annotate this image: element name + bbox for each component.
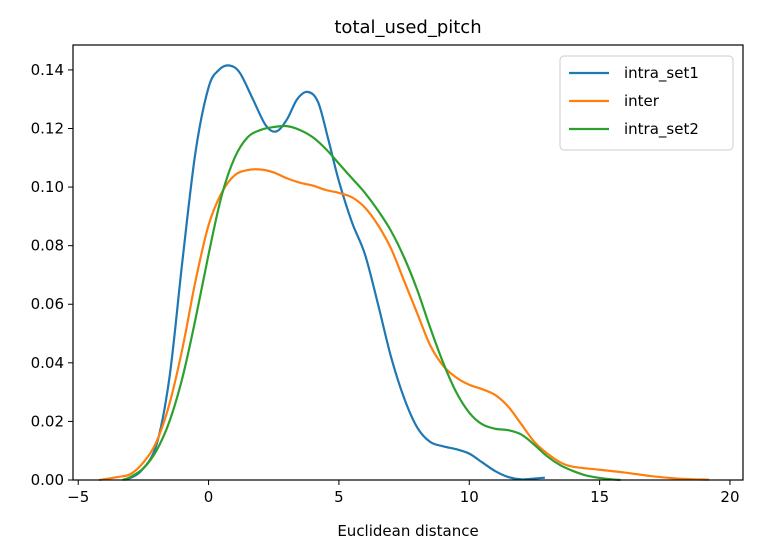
series-line-intra-set1	[124, 64, 545, 481]
y-tick-label: 0.08	[31, 237, 64, 255]
legend-box	[559, 55, 734, 151]
y-tick-label: 0.02	[31, 412, 64, 430]
series-line-intra-set2	[122, 124, 621, 482]
legend-label-inter: inter	[624, 92, 660, 110]
x-tick-label: 15	[590, 488, 609, 506]
series-layer	[98, 64, 710, 482]
legend-label-intra-set1: intra_set1	[624, 64, 699, 83]
x-axis-label: Euclidean distance	[337, 522, 478, 540]
series-line-inter	[98, 168, 710, 482]
plot-frame	[72, 44, 744, 481]
x-tick-label: 0	[204, 488, 214, 506]
x-tick-label: 10	[460, 488, 479, 506]
y-tick-label: 0.04	[31, 354, 64, 372]
x-tick-label: 5	[334, 488, 344, 506]
y-tick-label: 0.14	[31, 61, 64, 79]
y-axis: 0.00 0.02 0.04 0.06 0.08 0.10 0.12 0.14	[31, 61, 73, 489]
y-tick-label: 0.12	[31, 119, 64, 137]
x-tick-label: −5	[67, 488, 89, 506]
chart-title: total_used_pitch	[334, 17, 481, 38]
x-tick-label: 20	[720, 488, 739, 506]
x-axis: −5 0 5 10 15 20	[67, 480, 740, 506]
legend-label-intra-set2: intra_set2	[624, 120, 699, 139]
y-tick-label: 0.00	[31, 471, 64, 489]
y-tick-label: 0.06	[31, 295, 64, 313]
y-tick-label: 0.10	[31, 178, 64, 196]
